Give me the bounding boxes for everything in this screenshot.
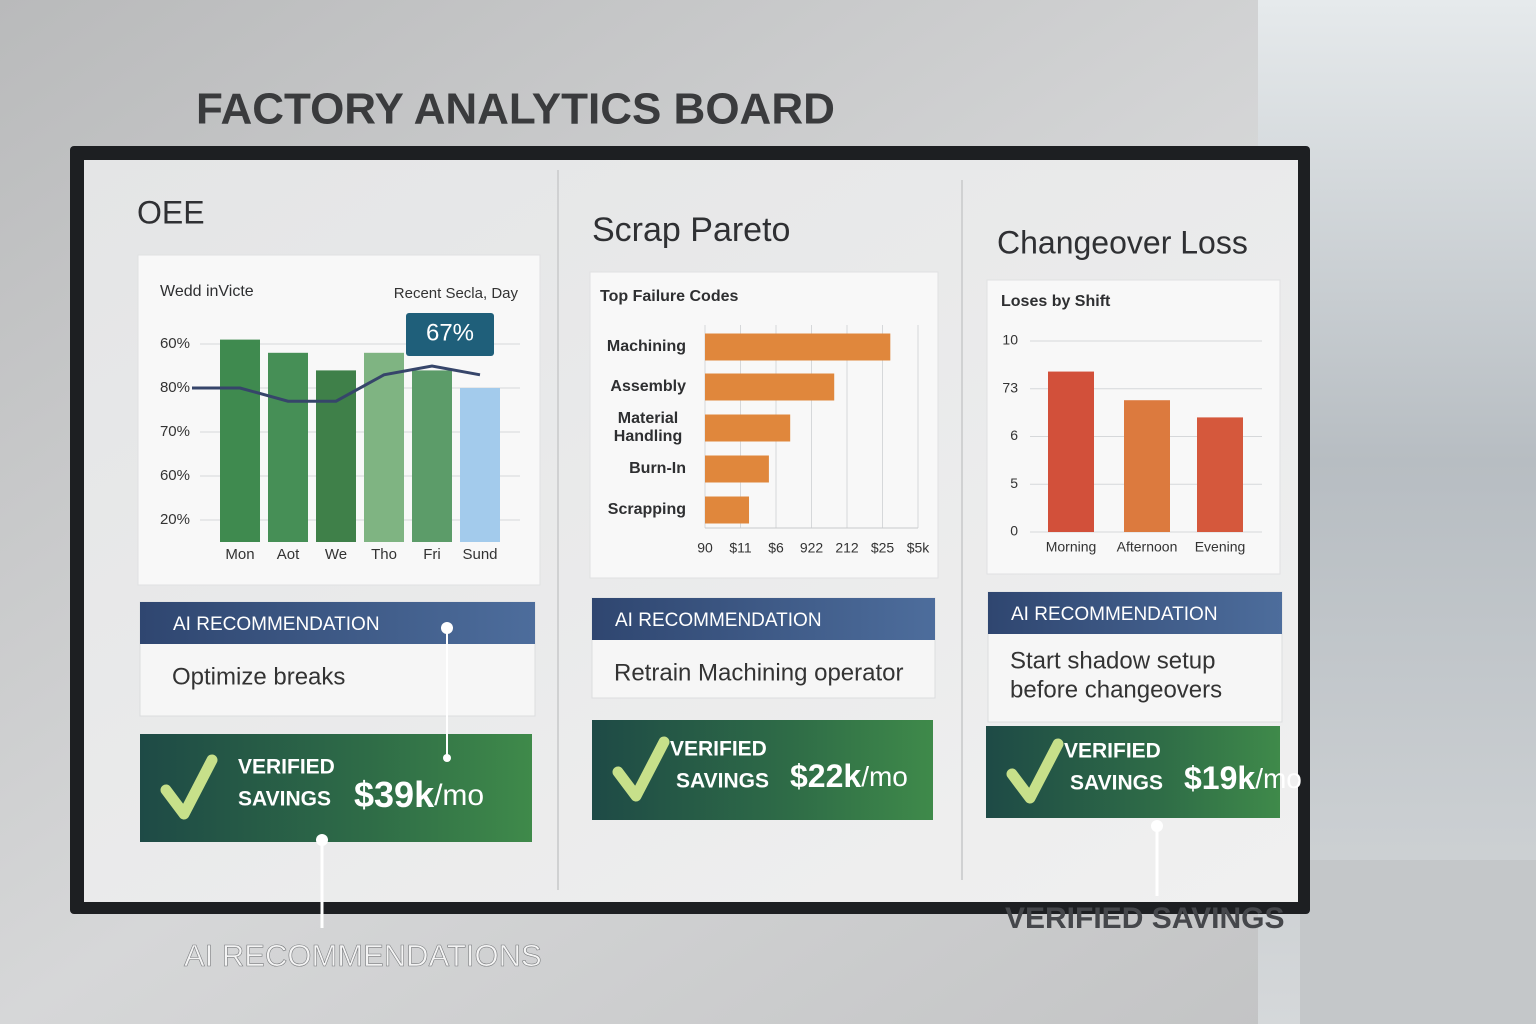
x-tick-label: Mon [225, 546, 254, 563]
bar [705, 333, 891, 361]
callout-dot [441, 622, 453, 634]
oee-line [192, 364, 481, 403]
callout: AI RECOMMENDATIONS [184, 938, 542, 973]
verified-label: VERIFIED [1064, 740, 1161, 763]
annotation-badge [406, 313, 494, 356]
y-tick-label: 10 [1002, 332, 1018, 348]
bar [1048, 371, 1094, 532]
x-tick-label: We [325, 546, 347, 563]
savings-unit: /mo [1255, 763, 1302, 794]
bar [316, 370, 356, 542]
savings-value: $39k [354, 774, 435, 815]
savings-label: SAVINGS [238, 788, 331, 811]
y-tick-label: Material Handling [614, 410, 682, 445]
savings-amount: $39k/mo [354, 774, 484, 815]
recommendation-text: Retrain Machining operator [614, 659, 904, 686]
savings-value: $19k [1184, 760, 1255, 796]
bar [412, 370, 452, 542]
y-tick-label: 5 [1010, 475, 1018, 491]
panel-title: OEE [137, 194, 205, 230]
bar [705, 496, 750, 524]
recommendation-header [140, 602, 535, 644]
board-title: FACTORY ANALYTICS BOARD [196, 85, 835, 134]
panel-title: Scrap Pareto [592, 211, 790, 249]
y-tick-label: 70% [160, 423, 190, 440]
bar [1197, 417, 1243, 532]
recommendation-label: AI RECOMMENDATION [615, 610, 822, 631]
check-icon [160, 754, 218, 820]
x-tick-label: $11 [729, 540, 752, 556]
recommendation-label: AI RECOMMENDATION [173, 614, 380, 635]
x-tick-label: Fri [423, 546, 441, 563]
savings-card [986, 726, 1280, 818]
y-tick-label: 60% [160, 335, 190, 352]
check-icon [612, 736, 670, 802]
x-tick-label: $6 [768, 540, 784, 556]
bar [705, 373, 835, 401]
callout-dot [1151, 820, 1163, 832]
recommendation-text: Start shadow setup [1010, 647, 1215, 674]
window-sill [1300, 860, 1536, 1024]
x-tick-label: 90 [697, 540, 713, 556]
check-icon [1006, 738, 1064, 804]
recommendation-header [592, 598, 935, 640]
y-tick-label: 80% [160, 379, 190, 396]
x-tick-label: Aot [277, 546, 300, 563]
savings-label: SAVINGS [1070, 772, 1163, 795]
bar [268, 352, 308, 542]
x-tick-label: Sund [462, 546, 497, 563]
savings-card [140, 734, 532, 842]
recommendation-text: before changeovers [1010, 676, 1222, 703]
savings-unit: /mo [434, 779, 484, 812]
savings-amount: $19k/mo [1184, 760, 1302, 796]
x-tick-label: 212 [835, 540, 859, 556]
y-tick-label: 60% [160, 467, 190, 484]
bar [364, 352, 404, 542]
x-tick-label: 922 [800, 540, 824, 556]
bar [1124, 400, 1170, 532]
y-tick-label: 20% [160, 511, 190, 528]
bar [220, 339, 260, 542]
y-tick-label: Machining [607, 338, 686, 355]
verified-label: VERIFIED [238, 756, 335, 779]
recommendation-header [988, 592, 1282, 634]
annotation: 67% [426, 319, 474, 346]
verified-label: VERIFIED [670, 738, 767, 761]
x-tick-label: Tho [371, 546, 397, 563]
savings-value: $22k [790, 758, 861, 794]
savings-label: SAVINGS [676, 770, 769, 793]
y-tick-label: Assembly [610, 378, 686, 395]
callout-dot [443, 754, 451, 762]
y-tick-label: Burn-In [629, 460, 686, 477]
chart-note: Recent Secla, Day [394, 285, 519, 302]
y-tick-label: Scrapping [608, 501, 686, 518]
y-tick-label: 0 [1010, 523, 1018, 539]
savings-unit: /mo [861, 761, 908, 792]
callout-dot [316, 834, 328, 846]
x-tick-label: Morning [1046, 539, 1097, 555]
recommendation-label: AI RECOMMENDATION [1011, 604, 1218, 625]
recommendation-text: Optimize breaks [172, 663, 345, 690]
x-tick-label: Afternoon [1117, 539, 1178, 555]
chart-subtitle: Top Failure Codes [600, 288, 738, 305]
chart-subtitle: Wedd inVicte [160, 283, 254, 300]
panel-title: Changeover Loss [997, 224, 1248, 260]
bar [705, 455, 769, 483]
callout: VERIFIED SAVINGS [1005, 902, 1285, 935]
y-tick-label: 6 [1010, 427, 1018, 443]
y-tick-label: 73 [1002, 379, 1018, 395]
chart-subtitle: Loses by Shift [1001, 293, 1111, 310]
savings-amount: $22k/mo [790, 758, 908, 794]
x-tick-label: $25 [871, 540, 895, 556]
x-tick-label: Evening [1195, 539, 1246, 555]
bar [460, 388, 500, 542]
x-tick-label: $5k [907, 540, 931, 556]
bar [705, 414, 791, 442]
